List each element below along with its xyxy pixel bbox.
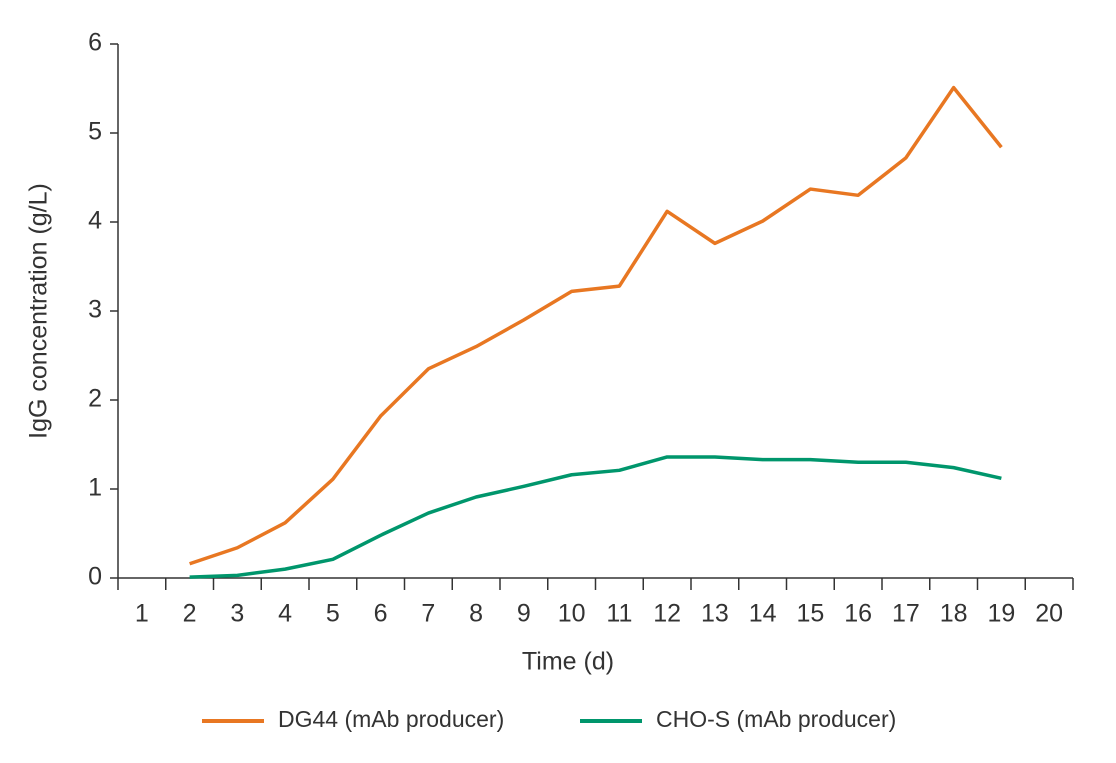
x-tick-label: 12	[653, 600, 681, 628]
y-tick-label: 2	[88, 385, 102, 413]
line-series	[189, 85, 1003, 566]
x-tick-label: 4	[278, 600, 292, 628]
x-tick-label: 14	[749, 600, 777, 628]
legend-label: DG44 (mAb producer)	[278, 706, 504, 732]
x-tick-label: 17	[892, 600, 920, 628]
x-tick-label: 1	[135, 600, 149, 628]
x-tick-label: 10	[558, 600, 586, 628]
x-tick-label: 11	[606, 600, 632, 628]
x-tick-label: 9	[517, 600, 531, 628]
x-tick-label: 3	[230, 600, 244, 628]
x-tick-label: 20	[1035, 600, 1063, 628]
x-axis-label: Time (d)	[522, 648, 614, 676]
x-tick-label: 19	[987, 600, 1015, 628]
y-tick-label: 0	[88, 563, 102, 591]
y-tick-label: 3	[88, 296, 102, 324]
x-tick-label: 18	[940, 600, 968, 628]
x-tick-label: 2	[183, 600, 197, 628]
y-tick-label: 6	[88, 29, 102, 57]
x-tick-label: 6	[374, 600, 388, 628]
y-tick-label: 4	[88, 207, 102, 235]
y-axis-label: IgG concentration (g/L)	[25, 183, 53, 439]
legend-label: CHO-S (mAb producer)	[656, 706, 896, 732]
x-tick-label: 15	[796, 600, 824, 628]
x-tick-label: 5	[326, 600, 340, 628]
x-tick-label: 13	[701, 600, 729, 628]
x-tick-label: 8	[469, 600, 483, 628]
x-tick-label: 7	[421, 600, 435, 628]
x-tick-label: 16	[844, 600, 872, 628]
y-tick-label: 5	[88, 118, 102, 146]
y-tick-label: 1	[88, 474, 102, 502]
line-series	[189, 455, 1002, 579]
